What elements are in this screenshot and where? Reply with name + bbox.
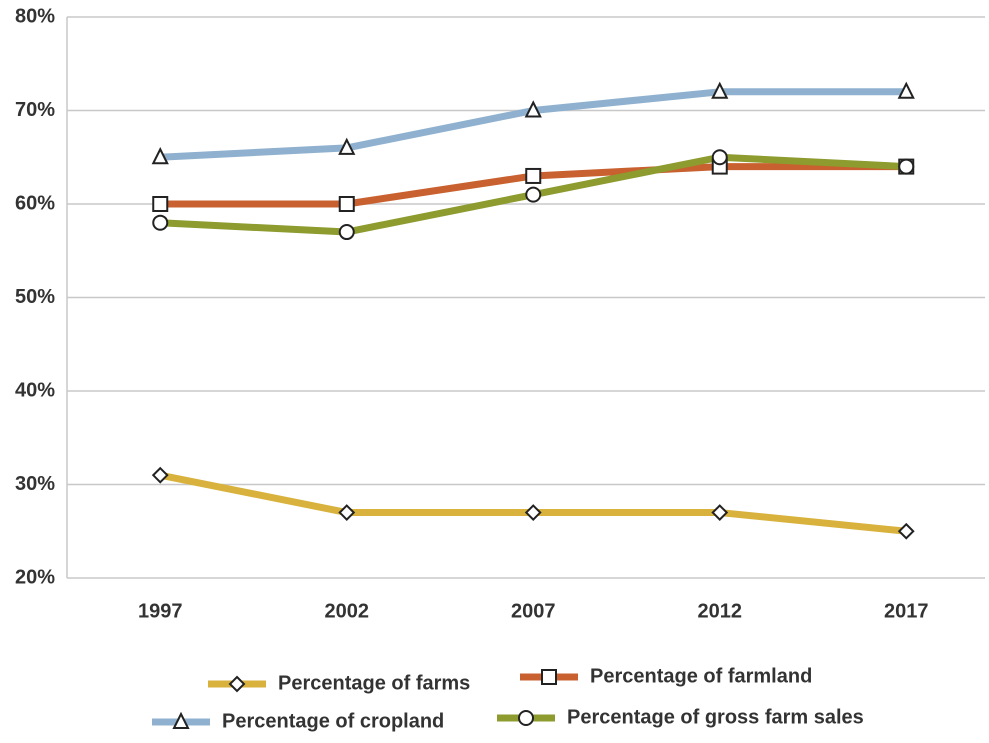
- legend-label: Percentage of farms: [278, 672, 470, 694]
- legend-item: Percentage of gross farm sales: [497, 706, 864, 728]
- x-tick-label: 2017: [884, 600, 929, 622]
- marker: [711, 81, 729, 99]
- marker: [897, 81, 915, 99]
- y-tick-label: 20%: [15, 566, 55, 588]
- marker: [525, 167, 542, 184]
- marker: [152, 214, 169, 231]
- legend-label: Percentage of farmland: [590, 665, 812, 687]
- y-tick-label: 70%: [15, 99, 55, 121]
- series-line: [159, 471, 907, 535]
- marker: [518, 710, 534, 726]
- y-tick-label: 50%: [15, 286, 55, 308]
- legend-label: Percentage of gross farm sales: [567, 706, 864, 728]
- marker: [338, 504, 356, 521]
- marker: [897, 522, 915, 540]
- marker: [524, 504, 542, 521]
- marker: [541, 669, 557, 685]
- marker: [151, 466, 169, 484]
- marker: [152, 196, 169, 212]
- legend-label: Percentage of cropland: [222, 710, 444, 732]
- marker: [151, 147, 169, 165]
- marker: [338, 224, 355, 241]
- marker: [338, 196, 355, 212]
- marker: [711, 504, 729, 521]
- marker: [898, 158, 915, 175]
- legend-item: Percentage of farms: [208, 672, 470, 694]
- x-tick-label: 2012: [698, 600, 743, 622]
- legend-item: Percentage of farmland: [520, 665, 812, 687]
- marker: [524, 100, 542, 118]
- x-tick-label: 2007: [511, 600, 556, 622]
- marker: [338, 137, 356, 155]
- marker: [172, 711, 190, 729]
- y-tick-label: 60%: [15, 192, 55, 214]
- x-tick-label: 1997: [138, 600, 183, 622]
- x-tick-label: 2002: [325, 600, 370, 622]
- y-tick-label: 80%: [15, 5, 55, 27]
- legend-item: Percentage of cropland: [152, 710, 444, 732]
- marker: [228, 675, 246, 693]
- marker: [525, 186, 542, 203]
- marker: [711, 149, 728, 166]
- y-tick-label: 30%: [15, 473, 55, 495]
- y-tick-label: 40%: [15, 379, 55, 401]
